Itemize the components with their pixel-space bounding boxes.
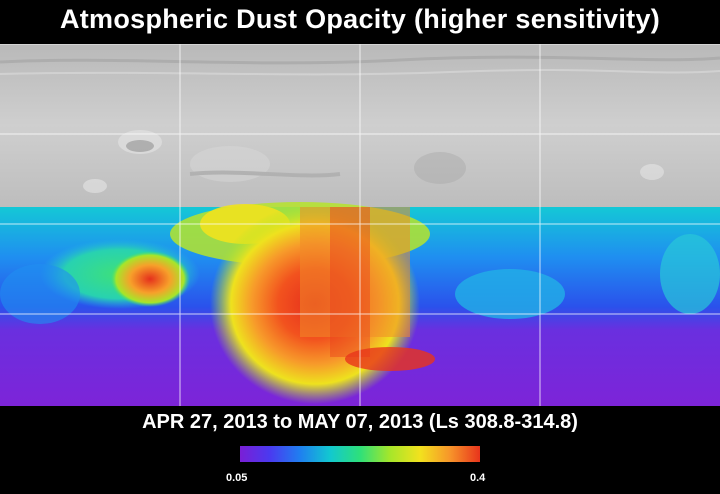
lat-lon-grid (0, 44, 720, 406)
date-range-label: APR 27, 2013 to MAY 07, 2013 (Ls 308.8-3… (142, 411, 578, 433)
colorbar (240, 446, 480, 462)
colorbar-max-label: 0.4 (470, 472, 486, 484)
map-title: Atmospheric Dust Opacity (higher sensiti… (59, 4, 661, 34)
dust-opacity-map (0, 44, 720, 406)
colorbar-min-label: 0.05 (226, 472, 248, 484)
colorbar-svg (240, 446, 480, 462)
map-svg (0, 44, 720, 406)
colorbar-gradient (240, 446, 480, 462)
terrain-relief (0, 55, 720, 193)
